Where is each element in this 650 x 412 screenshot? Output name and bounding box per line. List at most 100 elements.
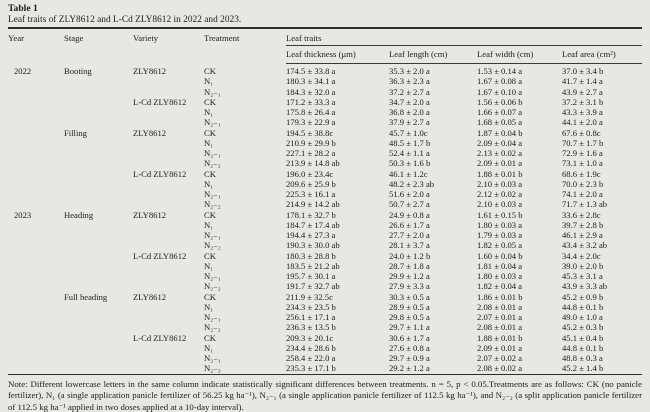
cell-treatment: N₁ xyxy=(204,107,214,117)
cell-variety xyxy=(133,312,204,322)
cell-leaf-thickness: 211.9 ± 32.5c xyxy=(286,291,333,302)
table-row: L-Cd ZLY8612 CK 196.0 ± 23.4c 46.1 ± 1.2c 1.… xyxy=(8,169,642,179)
cell-variety xyxy=(133,271,204,281)
cell-stage xyxy=(64,353,133,363)
cell-stage xyxy=(64,138,133,148)
cell-stage xyxy=(64,312,133,322)
cell-treatment: CK xyxy=(204,65,216,76)
cell-leaf-area: 45.2 ± 0.3 b xyxy=(562,322,604,333)
cell-variety xyxy=(133,117,204,127)
cell-leaf-width: 2.12 ± 0.02 a xyxy=(477,189,523,199)
cell-year xyxy=(8,271,64,281)
cell-year xyxy=(8,281,64,291)
table-row: N₂₋₁ 225.3 ± 16.1 a 51.6 ± 2.0 a 2.12 ± 0.0… xyxy=(8,189,642,199)
cell-year xyxy=(8,189,64,199)
cell-treatment: N₂₋₂ xyxy=(204,158,221,169)
cell-leaf-area: 43.9 ± 3.3 ab xyxy=(562,281,608,292)
cell-year xyxy=(8,240,64,250)
cell-variety xyxy=(133,281,204,291)
cell-variety xyxy=(133,179,204,189)
cell-stage xyxy=(64,199,133,209)
cell-leaf-thickness: 209.6 ± 25.9 b xyxy=(286,178,336,189)
cell-year xyxy=(8,343,64,353)
cell-variety xyxy=(133,353,204,363)
cell-stage xyxy=(64,169,133,179)
table-row: 2023 Heading ZLY8612 CK 178.1 ± 32.7 b 24.9 ±… xyxy=(8,210,642,220)
cell-stage xyxy=(64,281,133,291)
table-row: N₁ 210.9 ± 29.9 b 48.5 ± 1.7 b 2.09 ± 0.04 … xyxy=(8,138,642,148)
cell-treatment: N₂₋₂ xyxy=(204,240,221,251)
col-header-treatment: Treatment xyxy=(204,33,240,43)
cell-treatment: N₂₋₁ xyxy=(204,117,221,128)
col-header-stage: Stage xyxy=(64,33,84,43)
cell-variety xyxy=(133,302,204,312)
cell-stage xyxy=(64,189,133,199)
cell-leaf-length: 29.8 ± 0.5 a xyxy=(389,312,430,322)
cell-leaf-width: 1.60 ± 0.04 b xyxy=(477,250,523,261)
cell-variety xyxy=(133,322,204,332)
cell-leaf-area: 44.8 ± 0.1 b xyxy=(562,342,604,353)
cell-leaf-thickness: 179.3 ± 22.9 a xyxy=(286,117,336,128)
col-header-leaf-thickness: Leaf thickness (μm) xyxy=(286,45,389,64)
table-header: Year Stage Variety Treatment Leaf traits… xyxy=(8,28,643,64)
cell-leaf-area: 34.4 ± 2.0c xyxy=(562,250,601,261)
cell-leaf-thickness: 194.5 ± 38.8c xyxy=(286,127,334,138)
cell-leaf-width: 1.88 ± 0.01 b xyxy=(477,168,523,179)
cell-variety xyxy=(133,261,204,271)
cell-treatment: N₂₋₂ xyxy=(204,199,221,210)
cell-year xyxy=(8,107,64,117)
cell-variety xyxy=(133,343,204,353)
cell-leaf-thickness: 178.1 ± 32.7 b xyxy=(286,209,336,220)
cell-leaf-area: 48.8 ± 0.3 a xyxy=(562,353,603,363)
cell-treatment: N₂₋₂ xyxy=(204,363,221,374)
cell-stage xyxy=(64,240,133,250)
table-row: N₂₋₁ 195.7 ± 30.1 a 29.9 ± 1.2 a 1.80 ± 0.0… xyxy=(8,271,642,281)
cell-leaf-area: 37.2 ± 3.1 b xyxy=(562,96,604,107)
cell-leaf-thickness: 184.3 ± 32.0 a xyxy=(286,86,336,97)
cell-treatment: N₂₋₁ xyxy=(204,148,221,158)
cell-leaf-area: 39.7 ± 2.8 b xyxy=(562,219,604,230)
cell-leaf-area: 39.0 ± 2.0 b xyxy=(562,260,604,271)
cell-leaf-area: 71.7 ± 1.3 ab xyxy=(562,199,608,210)
cell-variety xyxy=(133,87,204,97)
cell-treatment: CK xyxy=(204,332,216,343)
table-row: N₂₋₁ 227.1 ± 28.2 a 52.4 ± 1.1 a 2.13 ± 0.0… xyxy=(8,148,642,158)
cell-leaf-length: 37.2 ± 2.7 a xyxy=(389,86,430,97)
cell-variety xyxy=(133,138,204,148)
cell-treatment: CK xyxy=(204,209,216,220)
cell-leaf-length: 46.1 ± 1.2c xyxy=(389,168,428,179)
cell-leaf-thickness: 258.4 ± 22.0 a xyxy=(286,353,336,363)
col-header-variety: Variety xyxy=(133,33,159,43)
cell-variety xyxy=(133,363,204,374)
cell-year xyxy=(8,333,64,343)
cell-leaf-area: 44.1 ± 2.0 a xyxy=(562,117,603,128)
cell-leaf-width: 2.07 ± 0.02 a xyxy=(477,353,523,363)
col-header-leaf-length: Leaf length (cm) xyxy=(389,45,477,64)
cell-variety xyxy=(133,240,204,250)
cell-leaf-length: 37.9 ± 2.7 a xyxy=(389,117,430,128)
cell-leaf-length: 45.7 ± 1.0c xyxy=(389,127,428,138)
table-row: N₁ 209.6 ± 25.9 b 48.2 ± 2.3 ab 2.10 ± 0.03… xyxy=(8,179,642,189)
cell-leaf-area: 49.0 ± 1.0 a xyxy=(562,312,603,322)
cell-leaf-area: 33.6 ± 2.8c xyxy=(562,209,601,220)
cell-leaf-thickness: 180.3 ± 28.8 b xyxy=(286,250,336,261)
leaf-traits-table: Year Stage Variety Treatment Leaf traits… xyxy=(8,27,643,375)
cell-variety xyxy=(133,148,204,158)
cell-year xyxy=(8,76,64,86)
cell-leaf-width: 2.07 ± 0.01 a xyxy=(477,312,523,322)
cell-treatment: N₁ xyxy=(204,76,214,87)
col-header-leaf-width: Leaf width (cm) xyxy=(477,45,562,64)
cell-year xyxy=(8,230,64,240)
cell-year xyxy=(8,117,64,127)
cell-stage: Booting xyxy=(64,65,92,76)
cell-year xyxy=(8,179,64,189)
cell-leaf-length: 27.7 ± 2.0 a xyxy=(389,230,430,240)
cell-variety xyxy=(133,189,204,199)
cell-leaf-length: 29.9 ± 1.2 a xyxy=(389,271,430,281)
cell-treatment: N₁ xyxy=(204,301,214,312)
table-row: N₂₋₁ 184.3 ± 32.0 a 37.2 ± 2.7 a 1.67 ± 0.1… xyxy=(8,87,642,97)
cell-variety: L-Cd ZLY8612 xyxy=(133,96,187,107)
cell-year xyxy=(8,363,64,374)
cell-leaf-thickness: 234.3 ± 23.5 b xyxy=(286,301,336,312)
cell-variety xyxy=(133,107,204,117)
